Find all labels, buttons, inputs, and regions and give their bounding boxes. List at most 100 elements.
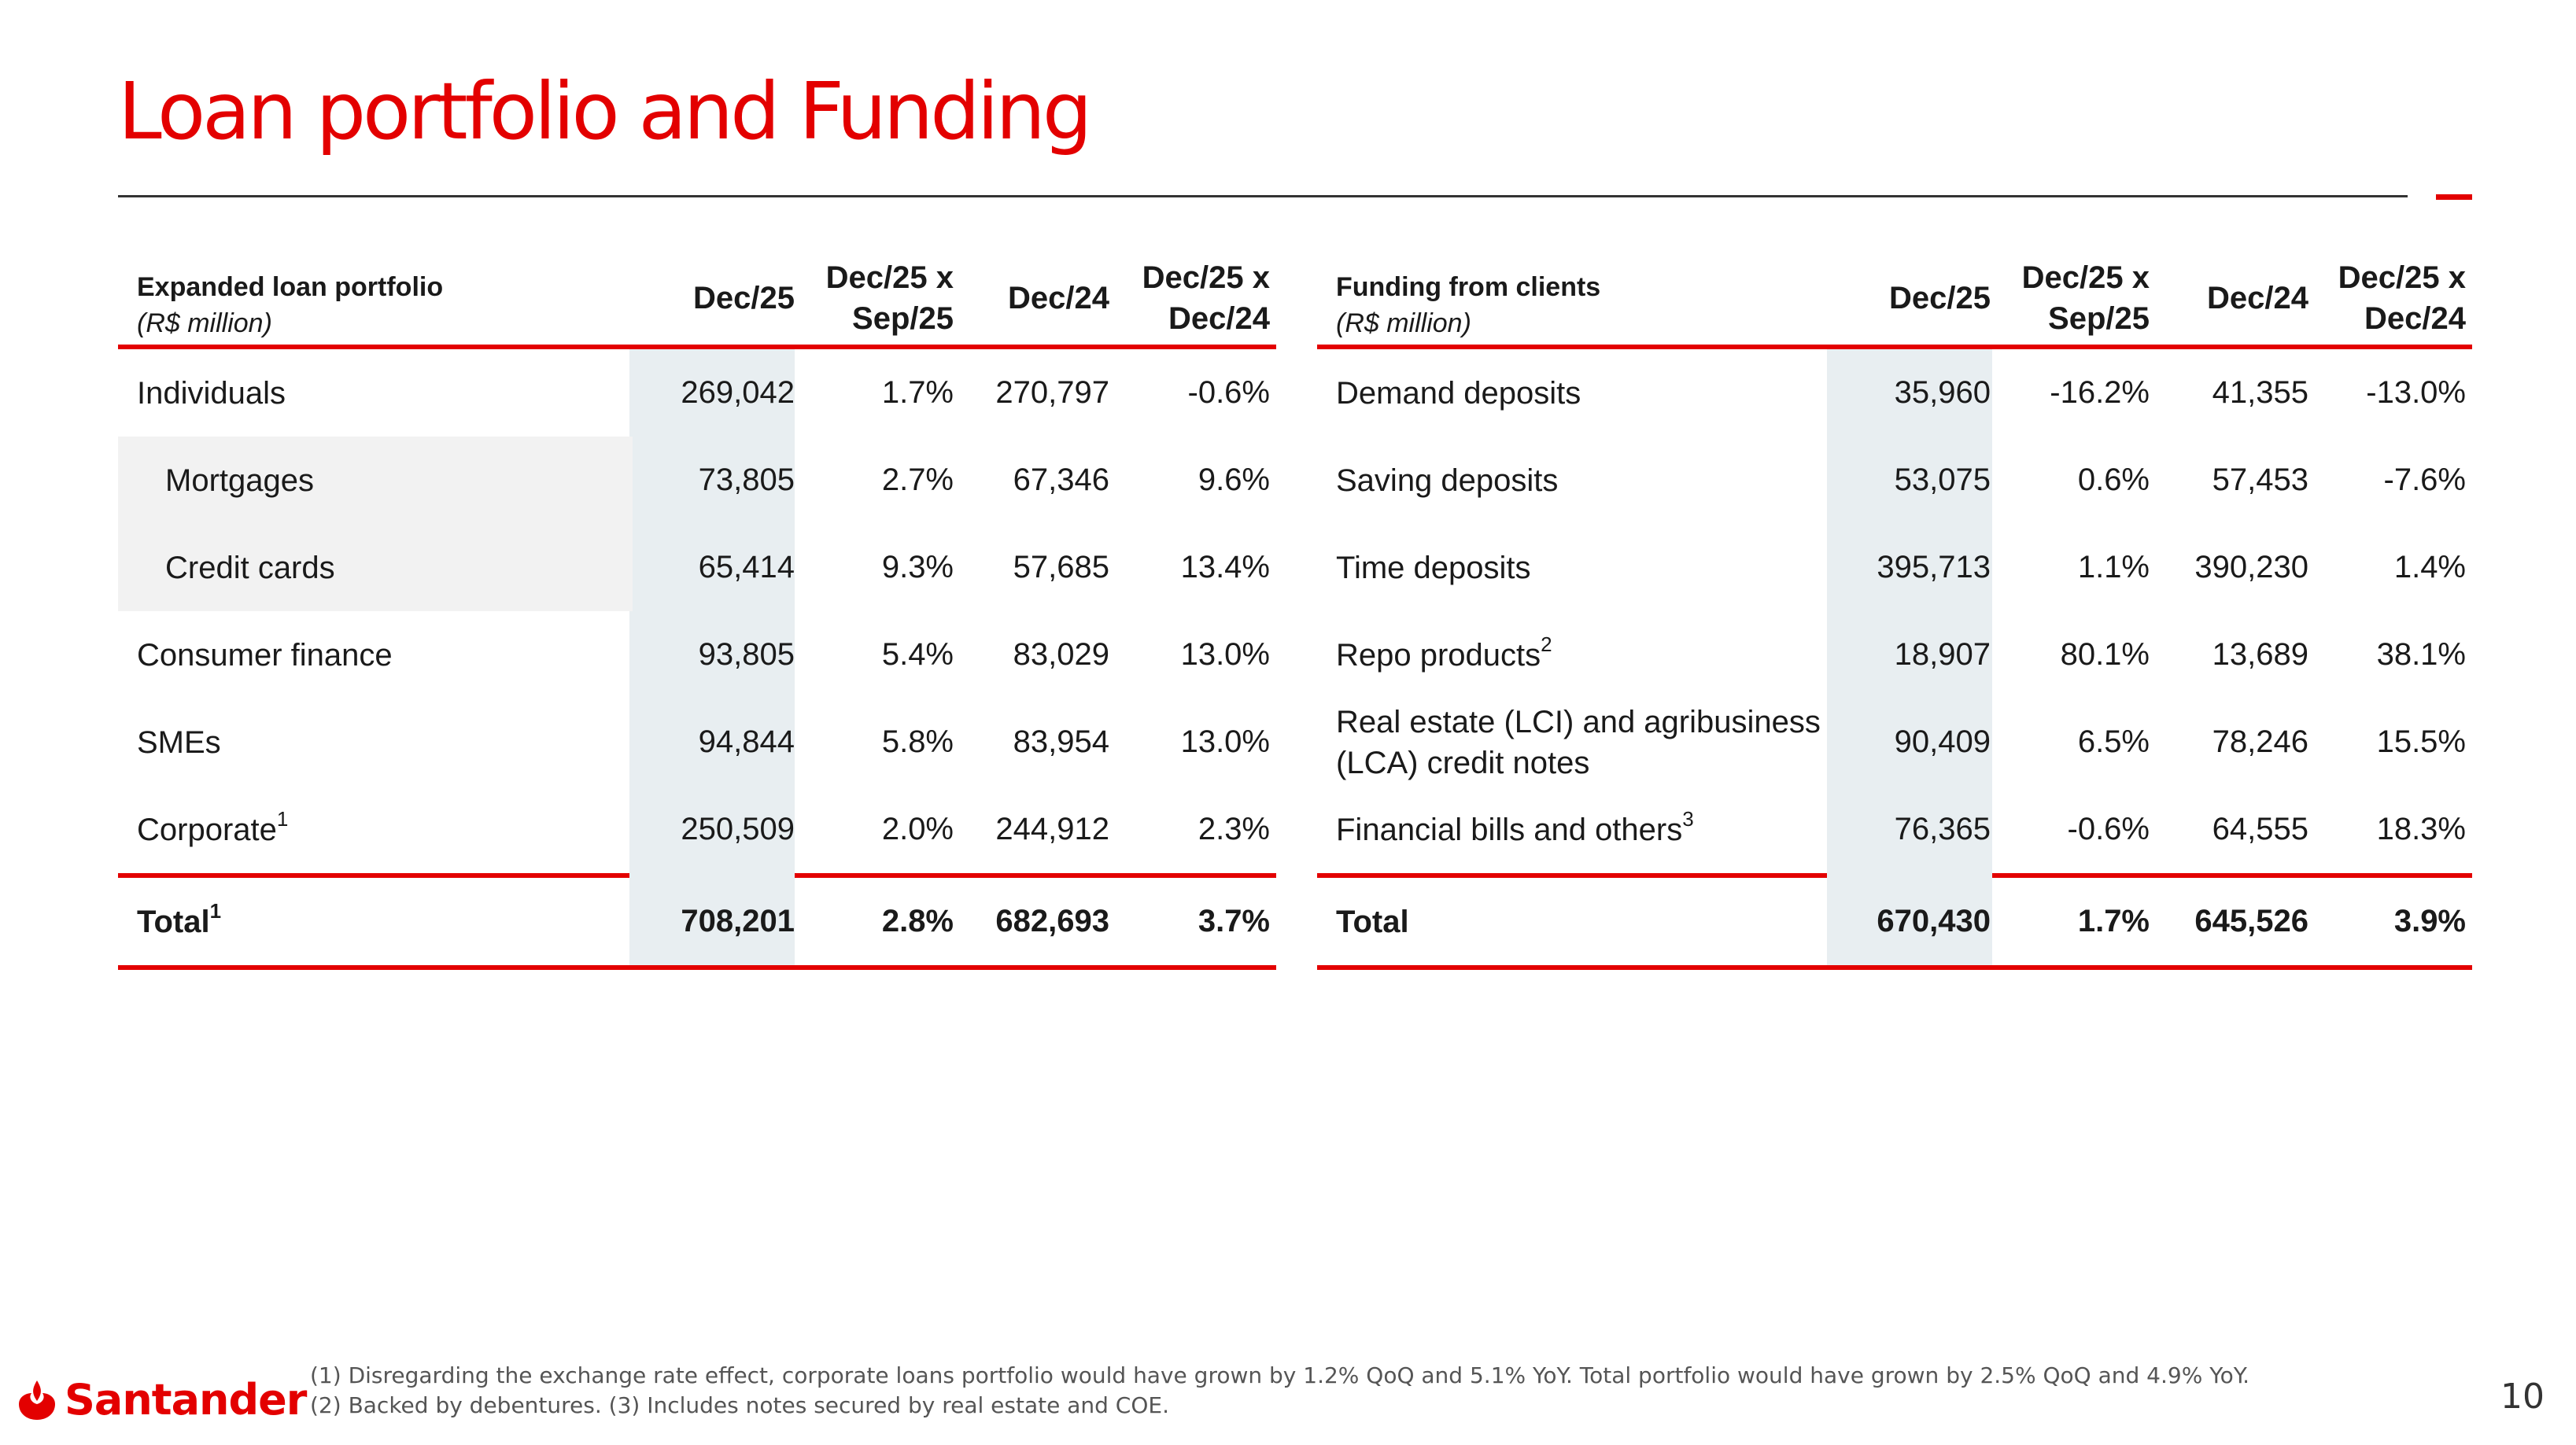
row-label: Financial bills and others 3 bbox=[1336, 806, 1694, 847]
cell-yoy: 3.9% bbox=[2393, 904, 2466, 938]
row-label: Total 1 bbox=[137, 898, 222, 939]
funding-table: Funding from clients (R$ million) Dec/25… bbox=[1317, 252, 2472, 970]
total-row: Total 670,430 1.7% 645,526 3.9% bbox=[1317, 878, 2472, 970]
cell-dec25: 93,805 bbox=[698, 637, 795, 672]
cell-qoq: 80.1% bbox=[2060, 637, 2150, 672]
santander-logo: Santander bbox=[14, 1375, 307, 1425]
cell-dec24: 244,912 bbox=[995, 812, 1109, 846]
col-header-yoy: Dec/25 x Dec/24 bbox=[2338, 260, 2466, 336]
table-row: Consumer finance 93,805 5.4% 83,029 13.0… bbox=[118, 611, 1276, 699]
table-row: Financial bills and others 3 76,365 -0.6%… bbox=[1317, 786, 2472, 873]
col-header-yoy: Dec/25 x Dec/24 bbox=[1142, 260, 1270, 336]
cell-qoq: 0.6% bbox=[2077, 463, 2150, 497]
row-label: Consumer finance bbox=[137, 637, 393, 673]
cell-qoq: -0.6% bbox=[2067, 812, 2150, 846]
cell-dec24: 83,954 bbox=[1013, 724, 1109, 759]
cell-qoq: 5.8% bbox=[881, 724, 954, 759]
cell-dec24: 41,355 bbox=[2212, 375, 2308, 410]
table-header-label: Expanded loan portfolio bbox=[137, 272, 444, 302]
cell-dec25: 94,844 bbox=[698, 724, 795, 759]
cell-yoy: -13.0% bbox=[2366, 375, 2466, 410]
table-row: Saving deposits 53,075 0.6% 57,453 -7.6% bbox=[1317, 437, 2472, 524]
cell-qoq: 6.5% bbox=[2077, 724, 2150, 759]
cell-dec25: 18,907 bbox=[1894, 637, 1991, 672]
page-number: 10 bbox=[2500, 1377, 2545, 1417]
row-label: Mortgages bbox=[165, 463, 314, 498]
title-divider bbox=[118, 195, 2408, 197]
cell-yoy: 38.1% bbox=[2376, 637, 2466, 672]
title-accent-mark bbox=[2436, 194, 2472, 200]
loan-portfolio-table: Expanded loan portfolio (R$ million) Dec… bbox=[118, 252, 1276, 970]
table-header-unit: (R$ million) bbox=[1336, 308, 1471, 338]
cell-yoy: 13.4% bbox=[1180, 550, 1270, 584]
cell-dec24: 645,526 bbox=[2194, 904, 2308, 938]
cell-dec25: 269,042 bbox=[681, 375, 795, 410]
row-label: Saving deposits bbox=[1336, 463, 1559, 498]
dec25-column-shade bbox=[1827, 349, 1992, 965]
cell-dec25: 73,805 bbox=[698, 463, 795, 497]
cell-dec24: 57,685 bbox=[1013, 550, 1109, 584]
cell-yoy: 13.0% bbox=[1180, 637, 1270, 672]
table-row: Real estate (LCI) and agribusiness (LCA)… bbox=[1317, 699, 2472, 786]
cell-yoy: 15.5% bbox=[2376, 724, 2466, 759]
cell-dec25: 53,075 bbox=[1894, 463, 1991, 497]
cell-qoq: 2.0% bbox=[881, 812, 954, 846]
cell-qoq: -16.2% bbox=[2050, 375, 2150, 410]
cell-dec25: 90,409 bbox=[1894, 724, 1991, 759]
header-rule bbox=[118, 345, 1276, 349]
footnotes: (1) Disregarding the exchange rate effec… bbox=[310, 1361, 2249, 1421]
table-row: Mortgages 73,805 2.7% 67,346 9.6% bbox=[118, 437, 1276, 524]
flame-icon bbox=[19, 1380, 55, 1420]
cell-qoq: 1.7% bbox=[2077, 904, 2150, 938]
table-row: Demand deposits 35,960 -16.2% 41,355 -13… bbox=[1317, 349, 2472, 437]
brand-name: Santander bbox=[65, 1375, 307, 1425]
table-header-label: Funding from clients bbox=[1336, 272, 1601, 302]
row-label: Credit cards bbox=[165, 550, 335, 585]
table-header-unit: (R$ million) bbox=[137, 308, 272, 338]
row-label: Corporate 1 bbox=[137, 806, 289, 847]
cell-dec25: 65,414 bbox=[698, 550, 795, 584]
row-label: Repo products 2 bbox=[1336, 632, 1552, 673]
cell-yoy: 2.3% bbox=[1198, 812, 1270, 846]
footnote-line: (1) Disregarding the exchange rate effec… bbox=[310, 1362, 2250, 1388]
cell-yoy: 18.3% bbox=[2376, 812, 2466, 846]
col-header-qoq: Dec/25 x Sep/25 bbox=[825, 260, 954, 336]
table-header: Funding from clients (R$ million) Dec/25… bbox=[1317, 252, 2472, 345]
cell-dec24: 270,797 bbox=[995, 375, 1109, 410]
page-title: Loan portfolio and Funding bbox=[118, 65, 1092, 157]
cell-qoq: 5.4% bbox=[881, 637, 954, 672]
total-row: Total 1 708,201 2.8% 682,693 3.7% bbox=[118, 878, 1276, 970]
table-row: Corporate 1 250,509 2.0% 244,912 2.3% bbox=[118, 786, 1276, 873]
col-header-dec25: Dec/25 bbox=[1889, 281, 1991, 315]
cell-qoq: 2.7% bbox=[881, 463, 954, 497]
cell-dec24: 57,453 bbox=[2212, 463, 2308, 497]
cell-yoy: 13.0% bbox=[1180, 724, 1270, 759]
cell-dec24: 67,346 bbox=[1013, 463, 1109, 497]
cell-dec24: 83,029 bbox=[1013, 637, 1109, 672]
cell-dec24: 64,555 bbox=[2212, 812, 2308, 846]
cell-dec24: 78,246 bbox=[2212, 724, 2308, 759]
table-row: Time deposits 395,713 1.1% 390,230 1.4% bbox=[1317, 524, 2472, 611]
table-row: Credit cards 65,414 9.3% 57,685 13.4% bbox=[118, 524, 1276, 611]
cell-yoy: -0.6% bbox=[1187, 375, 1271, 410]
col-header-qoq: Dec/25 x Sep/25 bbox=[2021, 260, 2150, 336]
row-label: Time deposits bbox=[1336, 550, 1531, 585]
cell-yoy: -7.6% bbox=[2383, 463, 2467, 497]
col-header-dec25: Dec/25 bbox=[693, 281, 795, 315]
row-label: Real estate (LCI) and agribusiness (LCA)… bbox=[1336, 704, 1821, 780]
table-row: Individuals 269,042 1.7% 270,797 -0.6% bbox=[118, 349, 1276, 437]
table-row: SMEs 94,844 5.8% 83,954 13.0% bbox=[118, 699, 1276, 786]
cell-qoq: 9.3% bbox=[881, 550, 954, 584]
table-header: Expanded loan portfolio (R$ million) Dec… bbox=[118, 252, 1276, 345]
row-label: SMEs bbox=[137, 724, 221, 760]
row-label: Total bbox=[1336, 904, 1409, 939]
cell-qoq: 2.8% bbox=[881, 904, 954, 938]
cell-dec25: 708,201 bbox=[681, 904, 795, 938]
cell-dec25: 250,509 bbox=[681, 812, 795, 846]
cell-dec25: 35,960 bbox=[1894, 375, 1991, 410]
col-header-dec24: Dec/24 bbox=[1008, 281, 1109, 315]
cell-qoq: 1.7% bbox=[881, 375, 954, 410]
table-row: Repo products 2 18,907 80.1% 13,689 38.1% bbox=[1317, 611, 2472, 699]
row-label: Demand deposits bbox=[1336, 375, 1581, 411]
cell-dec24: 682,693 bbox=[995, 904, 1109, 938]
